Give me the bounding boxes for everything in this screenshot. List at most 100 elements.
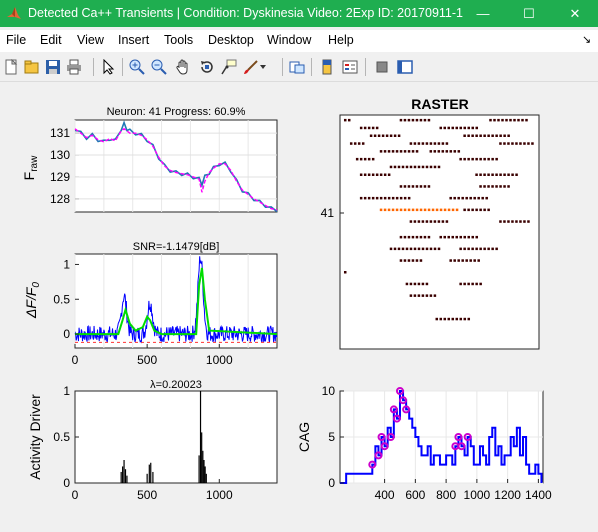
cag-markers (368, 387, 472, 469)
pointer-icon[interactable] (99, 58, 117, 76)
raster-event (447, 208, 451, 212)
raster-event (439, 317, 443, 321)
ytick-label: 0.5 (53, 430, 70, 444)
menu-help[interactable]: Help (328, 33, 354, 47)
menu-file[interactable]: File (6, 33, 27, 47)
raster-event (453, 259, 456, 262)
raster-event (391, 196, 395, 200)
dff-yticks: 00.51 (53, 257, 79, 341)
brush-dropdown-icon[interactable] (258, 58, 268, 76)
activity-panel-title: λ=0.20023 (150, 379, 202, 391)
raster-event (421, 220, 425, 223)
raster-event (441, 220, 445, 223)
raster-event (455, 235, 458, 239)
show-plot-tools-icon[interactable] (396, 58, 414, 76)
raster-event (375, 126, 379, 130)
insert-colorbar-icon[interactable] (318, 58, 336, 76)
raster-event (371, 196, 375, 200)
raster-event (475, 235, 478, 239)
raster-event (479, 134, 482, 137)
raster-event (467, 317, 471, 321)
raster-event (395, 208, 399, 212)
raster-event (479, 208, 482, 212)
raster-event (377, 134, 381, 137)
raster-event (507, 185, 510, 188)
raster-event (483, 247, 486, 251)
raster-event (471, 208, 474, 212)
dff-ylabel: ΔF/F0 (23, 282, 42, 319)
raster-event (491, 247, 494, 251)
menu-edit[interactable]: Edit (40, 33, 62, 47)
raster-event (449, 259, 452, 262)
open-file-icon[interactable] (23, 58, 41, 76)
maximize-button[interactable]: ☐ (506, 0, 552, 27)
zoom-out-icon[interactable] (150, 58, 168, 76)
raster-event (399, 259, 403, 262)
print-icon[interactable] (65, 58, 83, 76)
raster-event (411, 208, 415, 212)
raster-event (383, 173, 387, 176)
raster-event (433, 142, 437, 145)
pan-icon[interactable] (174, 58, 192, 76)
raster-event (429, 142, 433, 145)
raster-event (451, 317, 455, 321)
menu-window[interactable]: Window (267, 33, 312, 47)
close-button[interactable]: ✕ (552, 0, 598, 27)
raster-event (471, 247, 474, 251)
raster-event (447, 126, 450, 130)
raster-event (397, 165, 401, 169)
new-figure-icon[interactable] (2, 58, 20, 76)
rotate-3d-icon[interactable] (198, 58, 216, 76)
raster-event (531, 142, 534, 145)
raster-event (473, 196, 476, 200)
undock-arrow-icon[interactable]: ↘ (582, 34, 592, 46)
raster-event (487, 247, 490, 251)
raster-event (433, 165, 437, 169)
dff-xticks: 0 500 1000 (72, 344, 233, 367)
raster-event (481, 196, 484, 200)
raster-event (437, 247, 441, 251)
raster-event (459, 126, 462, 130)
insert-legend-icon[interactable] (341, 58, 359, 76)
menu-tools[interactable]: Tools (164, 33, 194, 47)
raster-event (425, 247, 429, 251)
raw-axes (74, 119, 278, 213)
raster-event (403, 235, 407, 239)
raster-event (501, 118, 504, 122)
menu-view[interactable]: View (77, 33, 104, 47)
raster-event (495, 185, 498, 188)
raster-event (409, 142, 413, 145)
raster-event (519, 142, 522, 145)
link-plot-icon[interactable] (288, 58, 306, 76)
menu-insert[interactable]: Insert (118, 33, 150, 47)
raster-event (411, 235, 415, 239)
raster-event (463, 126, 466, 130)
ytick-label: 128 (50, 192, 70, 206)
xtick-label: 1000 (464, 488, 491, 502)
zoom-in-icon[interactable] (128, 58, 146, 76)
raster-event (403, 185, 407, 188)
raster-event (451, 126, 454, 130)
save-icon[interactable] (44, 58, 62, 76)
minimize-button[interactable]: — (460, 0, 506, 27)
raster-event (451, 208, 455, 212)
raster-event (437, 142, 441, 145)
hide-plot-tools-icon[interactable] (373, 58, 391, 76)
data-cursor-icon[interactable] (220, 58, 238, 76)
activity-yticks: 00.51 (53, 384, 79, 490)
raster-event (463, 317, 467, 321)
raster-event (353, 142, 357, 145)
raster-event (507, 173, 510, 176)
raster-event (407, 235, 411, 239)
cag-marker (454, 433, 463, 441)
raster-event (391, 208, 395, 212)
brush-icon[interactable] (242, 58, 260, 76)
fit-trace (74, 127, 278, 211)
raster-event (445, 150, 449, 153)
xtick-label: 800 (436, 488, 456, 502)
menu-desktop[interactable]: Desktop (208, 33, 254, 47)
raster-event (367, 157, 371, 161)
raster-event (453, 196, 456, 200)
raster-event (519, 220, 522, 223)
raster-event (347, 118, 351, 122)
